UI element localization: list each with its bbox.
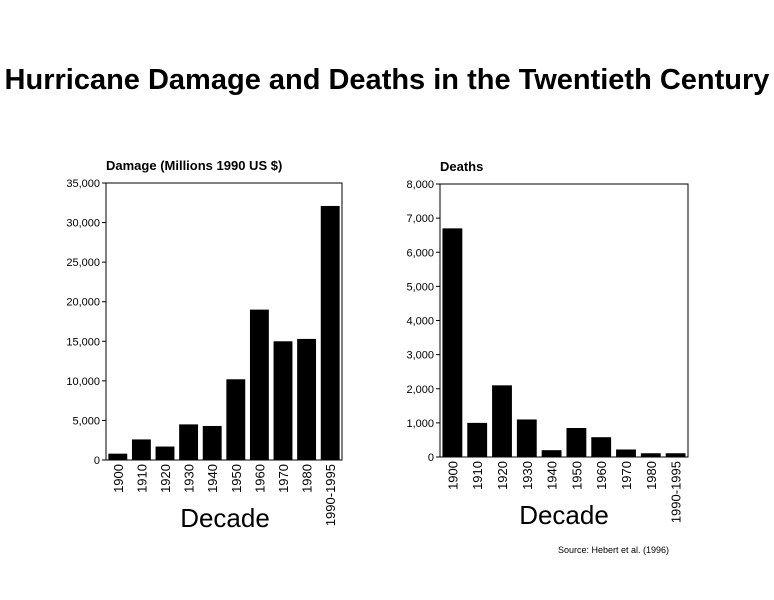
deaths-plot-frame — [439, 183, 689, 458]
damage-bar — [202, 425, 222, 460]
damage-bar — [226, 379, 246, 460]
damage-chart-title: Damage (Millions 1990 US $) — [106, 158, 282, 173]
damage-y-tick-label: 20,000 — [66, 297, 100, 309]
deaths-y-tick-label: 2,000 — [406, 384, 434, 396]
deaths-bar — [591, 437, 612, 457]
damage-x-axis-label: Decade — [180, 503, 270, 533]
damage-x-tick-label: 1960 — [252, 464, 267, 493]
deaths-bar — [616, 449, 636, 457]
damage-x-tick-label: 1980 — [300, 464, 315, 493]
damage-y-tick-label: 35,000 — [66, 178, 100, 190]
deaths-x-tick-label: 1900 — [445, 461, 460, 490]
damage-bar — [155, 446, 175, 460]
deaths-x-tick-label: 1950 — [569, 461, 584, 490]
deaths-x-tick-label: 1910 — [470, 461, 485, 490]
deaths-y-tick-label: 0 — [428, 452, 434, 464]
deaths-x-tick-label: 1940 — [545, 461, 560, 490]
damage-bar — [108, 453, 128, 460]
deaths-x-tick-label: 1990-1995 — [669, 461, 684, 523]
damage-x-tick-label: 1930 — [182, 464, 197, 493]
damage-x-tick-label: 1940 — [205, 464, 220, 493]
deaths-x-tick-label: 1920 — [495, 461, 510, 490]
deaths-y-tick-label: 4,000 — [406, 316, 434, 328]
main-title: Hurricane Damage and Deaths in the Twent… — [4, 64, 770, 96]
damage-y-tick-label: 25,000 — [66, 257, 100, 269]
deaths-y-tick-label: 6,000 — [406, 247, 434, 259]
damage-chart: Damage (Millions 1990 US $) 0 5,000 10,000 1… — [66, 158, 343, 533]
damage-bar — [131, 439, 151, 460]
deaths-y-tick-label: 7,000 — [406, 213, 434, 225]
damage-bar — [249, 309, 269, 460]
damage-y-tick-label: 10,000 — [66, 376, 100, 388]
deaths-bar — [566, 427, 587, 457]
damage-x-tick-label: 1900 — [111, 464, 126, 493]
deaths-x-tick-label: 1960 — [594, 461, 609, 490]
damage-y-tick-label: 15,000 — [66, 336, 100, 348]
deaths-bar — [467, 422, 488, 457]
deaths-chart: Deaths 0 1,000 2,000 3,000 4,000 5,000 6,000 7,0… — [406, 159, 689, 530]
damage-x-tick-label: 1950 — [229, 464, 244, 493]
source-note: Source: Hebert et al. (1996) — [558, 545, 670, 555]
damage-y-tick-label: 30,000 — [66, 218, 100, 230]
deaths-y-tick-label: 5,000 — [406, 281, 434, 293]
damage-y-tick-label: 5,000 — [72, 415, 100, 427]
deaths-bar — [541, 450, 562, 457]
deaths-bar — [492, 385, 512, 457]
damage-x-tick-label: 1970 — [276, 464, 291, 493]
deaths-y-tick-label: 1,000 — [406, 418, 434, 430]
damage-y-tick-label: 0 — [94, 455, 100, 467]
deaths-x-tick-label: 1930 — [520, 461, 535, 490]
deaths-bar — [665, 453, 686, 457]
damage-plot-frame — [105, 182, 343, 461]
deaths-y-tick-label: 3,000 — [406, 350, 434, 362]
damage-bar — [273, 341, 293, 460]
damage-x-tick-label: 1920 — [158, 464, 173, 493]
damage-x-tick-label: 1910 — [134, 464, 149, 493]
damage-bar — [320, 205, 340, 460]
deaths-bar — [516, 419, 537, 457]
deaths-x-axis-label: Decade — [519, 500, 609, 530]
damage-x-tick-label: 1990-1995 — [323, 464, 338, 526]
deaths-bar — [640, 453, 661, 457]
deaths-x-tick-label: 1970 — [619, 461, 634, 490]
deaths-y-tick-label: 8,000 — [406, 179, 434, 191]
deaths-bar — [442, 228, 463, 457]
deaths-chart-title: Deaths — [440, 159, 483, 174]
damage-bar — [179, 424, 199, 460]
deaths-x-tick-label: 1980 — [644, 461, 659, 490]
damage-bar — [297, 338, 317, 460]
